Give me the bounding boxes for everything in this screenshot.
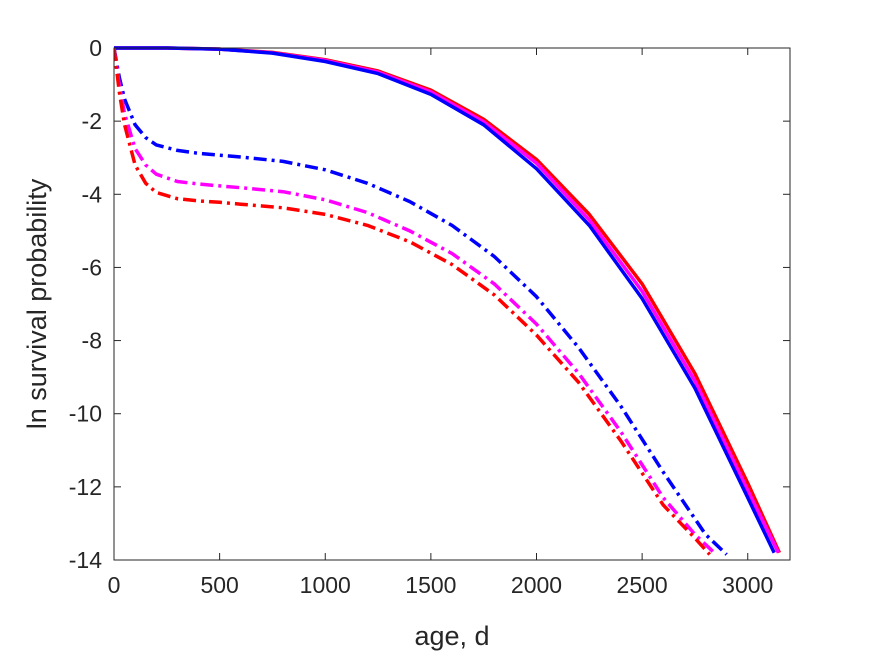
series-layer [114, 46, 781, 556]
axes-frame [113, 47, 791, 561]
x-axis-title: age, d [414, 621, 489, 651]
y-tick-label: -14 [69, 547, 102, 573]
y-tick-label: -6 [82, 254, 102, 280]
y-tick-label: -8 [82, 328, 102, 354]
series-line-4-dashdot [114, 47, 728, 556]
series-line-5-dashdot [114, 47, 718, 556]
x-tick-label: 2500 [617, 572, 668, 598]
y-tick-label: -2 [82, 108, 102, 134]
plot-area [114, 48, 790, 560]
series-line-3-solid [114, 46, 776, 554]
x-tick-label: 500 [200, 572, 238, 598]
y-tick-label: -12 [69, 474, 102, 500]
y-tick-label: 0 [89, 35, 102, 61]
x-tick-label: 0 [108, 572, 121, 598]
x-tick-label: 2000 [511, 572, 562, 598]
x-tick-label: 1500 [405, 572, 456, 598]
y-tick-label: -4 [82, 181, 103, 207]
y-tick-label: -10 [69, 401, 102, 427]
axes-layer: 0 500 1000 1500 2000 2500 3000 0 -2 -4 -6 -8 -10 -12 -… [69, 35, 791, 598]
x-tick-label: 1000 [300, 572, 351, 598]
x-tick-label: 3000 [722, 572, 773, 598]
y-axis-title: ln survival probability [22, 178, 52, 429]
